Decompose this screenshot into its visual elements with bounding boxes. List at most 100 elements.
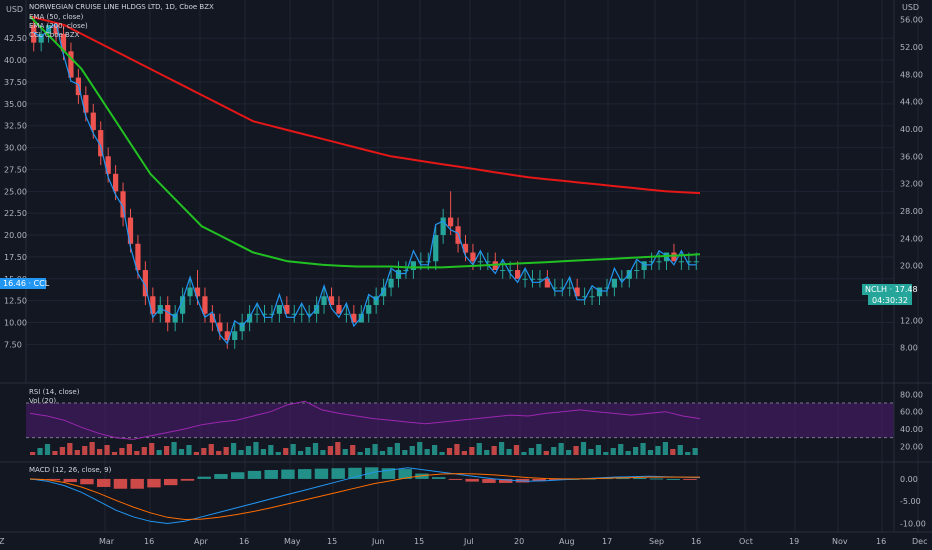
left-tick-label: 35.00	[4, 100, 27, 109]
time-tick-label: 15	[414, 537, 424, 546]
macd-histogram-bar	[130, 478, 144, 489]
right-tick-label: 56.00	[900, 16, 923, 25]
legend-ema50[interactable]: EMA (50, close)	[29, 13, 84, 21]
macd-histogram-bar	[465, 478, 479, 482]
symbol-title[interactable]: NORWEGIAN CRUISE LINE HLDGS LTD, 1D, Cbo…	[29, 3, 214, 11]
right-tick-label: 12.00	[900, 316, 923, 325]
candle-body	[180, 296, 186, 314]
volume-bar	[89, 442, 95, 455]
legend-ema200[interactable]: EMA (200, close)	[29, 22, 88, 30]
volume-bar	[223, 447, 229, 455]
ccl-line	[33, 22, 697, 345]
countdown-label: 04:30:32	[872, 296, 908, 305]
volume-bar	[536, 444, 542, 455]
candle-body	[649, 261, 655, 263]
volume-bar	[491, 446, 497, 455]
candle-body	[418, 261, 424, 263]
volume-bar	[372, 444, 378, 455]
candle-body	[68, 51, 74, 78]
volume-bar	[379, 451, 386, 455]
volume-bar	[104, 445, 110, 455]
macd-histogram-bar	[532, 478, 546, 482]
volume-bar	[580, 442, 587, 455]
right-tick-label: 48.00	[900, 70, 923, 79]
volume-bar	[499, 442, 505, 455]
legend-ccl[interactable]: CCL Cboe BZX	[29, 31, 80, 39]
candle-body	[209, 313, 215, 323]
time-tick-label: 20	[514, 537, 524, 546]
time-tick-label: Z	[0, 537, 5, 546]
volume-bar	[506, 449, 512, 455]
left-tick-label: 12.50	[4, 297, 27, 306]
left-tick-label: 42.50	[4, 34, 27, 43]
macd-histogram-bar	[97, 478, 111, 487]
candle-body	[410, 261, 416, 271]
candle-body	[500, 270, 506, 272]
candle-body	[470, 252, 476, 262]
volume-bar	[283, 448, 289, 455]
volume-bar	[59, 447, 65, 455]
volume-bar	[171, 442, 177, 455]
left-tick-label: 20.00	[4, 231, 27, 240]
volume-bar	[111, 452, 118, 455]
macd-histogram-bar	[197, 476, 211, 479]
candle-body	[351, 313, 357, 323]
volume-bar	[67, 443, 73, 455]
volume-bar	[655, 446, 661, 455]
right-price-axis[interactable]: 56.00 52.00 48.00 44.00 40.00 36.00 32.00 28.00…	[900, 16, 923, 353]
volume-bar	[476, 443, 482, 455]
price-pane[interactable]	[29, 15, 701, 349]
macd-histogram-bar	[448, 478, 463, 480]
volume-bar	[193, 452, 199, 455]
candle-body	[60, 33, 67, 52]
right-tick-label: 32.00	[900, 180, 923, 189]
volume-bar	[454, 444, 460, 455]
volume-bar	[461, 451, 467, 455]
left-tick-label: 27.50	[4, 165, 27, 174]
volume-bar	[677, 445, 683, 455]
left-tick-label: 7.50	[4, 340, 22, 349]
macd-histogram-bar	[398, 469, 412, 479]
macd-histogram-bar	[348, 467, 362, 479]
vol-title[interactable]: Vol (20)	[29, 397, 56, 405]
candle-body	[395, 270, 402, 279]
candle-body	[343, 313, 349, 315]
volume-bar	[290, 444, 296, 455]
macd-histogram-bar	[164, 478, 178, 486]
rsi-title[interactable]: RSI (14, close)	[29, 388, 80, 396]
rsi-axis: 80.00 60.00 40.00 20.00	[900, 390, 923, 451]
candle-body	[559, 287, 565, 289]
volume-bar	[647, 450, 654, 455]
left-axis-unit: USD	[6, 5, 23, 14]
macd-histogram-bar	[331, 468, 345, 479]
candle-body	[678, 261, 684, 263]
left-tick-label: 40.00	[4, 56, 27, 65]
macd-title[interactable]: MACD (12, 26, close, 9)	[29, 466, 112, 474]
candle-body	[574, 287, 580, 297]
time-tick-label: Jul	[463, 537, 474, 546]
left-price-axis[interactable]: 42.50 40.00 37.50 35.00 32.50 30.00 27.50 25.00…	[4, 34, 27, 349]
candle-body	[604, 287, 610, 289]
candle-body	[544, 278, 550, 288]
macd-histogram-bar	[80, 478, 94, 485]
volume-bar	[52, 451, 58, 455]
volume-bar	[44, 444, 51, 455]
time-axis[interactable]: Z Mar 16 Apr 16 May 15 Jun 15 Jul 20 Aug 17 Sep 16 Oct 1…	[0, 537, 927, 546]
candle-body	[261, 313, 268, 315]
macd-histogram-bar	[214, 474, 228, 479]
macd-pane[interactable]	[29, 467, 701, 525]
volume-bar	[469, 447, 475, 455]
candle-body	[299, 313, 305, 315]
volume-bar	[625, 451, 631, 455]
volume-bar	[573, 446, 579, 455]
candle-body	[634, 270, 640, 272]
volume-bar	[610, 448, 616, 455]
volume-bar	[178, 449, 185, 455]
candle-body	[611, 278, 617, 288]
volume-bar	[350, 445, 356, 455]
rsi-pane[interactable]	[26, 400, 894, 455]
time-tick-label: 16	[144, 537, 154, 546]
time-tick-label: Sep	[649, 537, 664, 546]
right-tick-label: 24.00	[900, 234, 923, 243]
